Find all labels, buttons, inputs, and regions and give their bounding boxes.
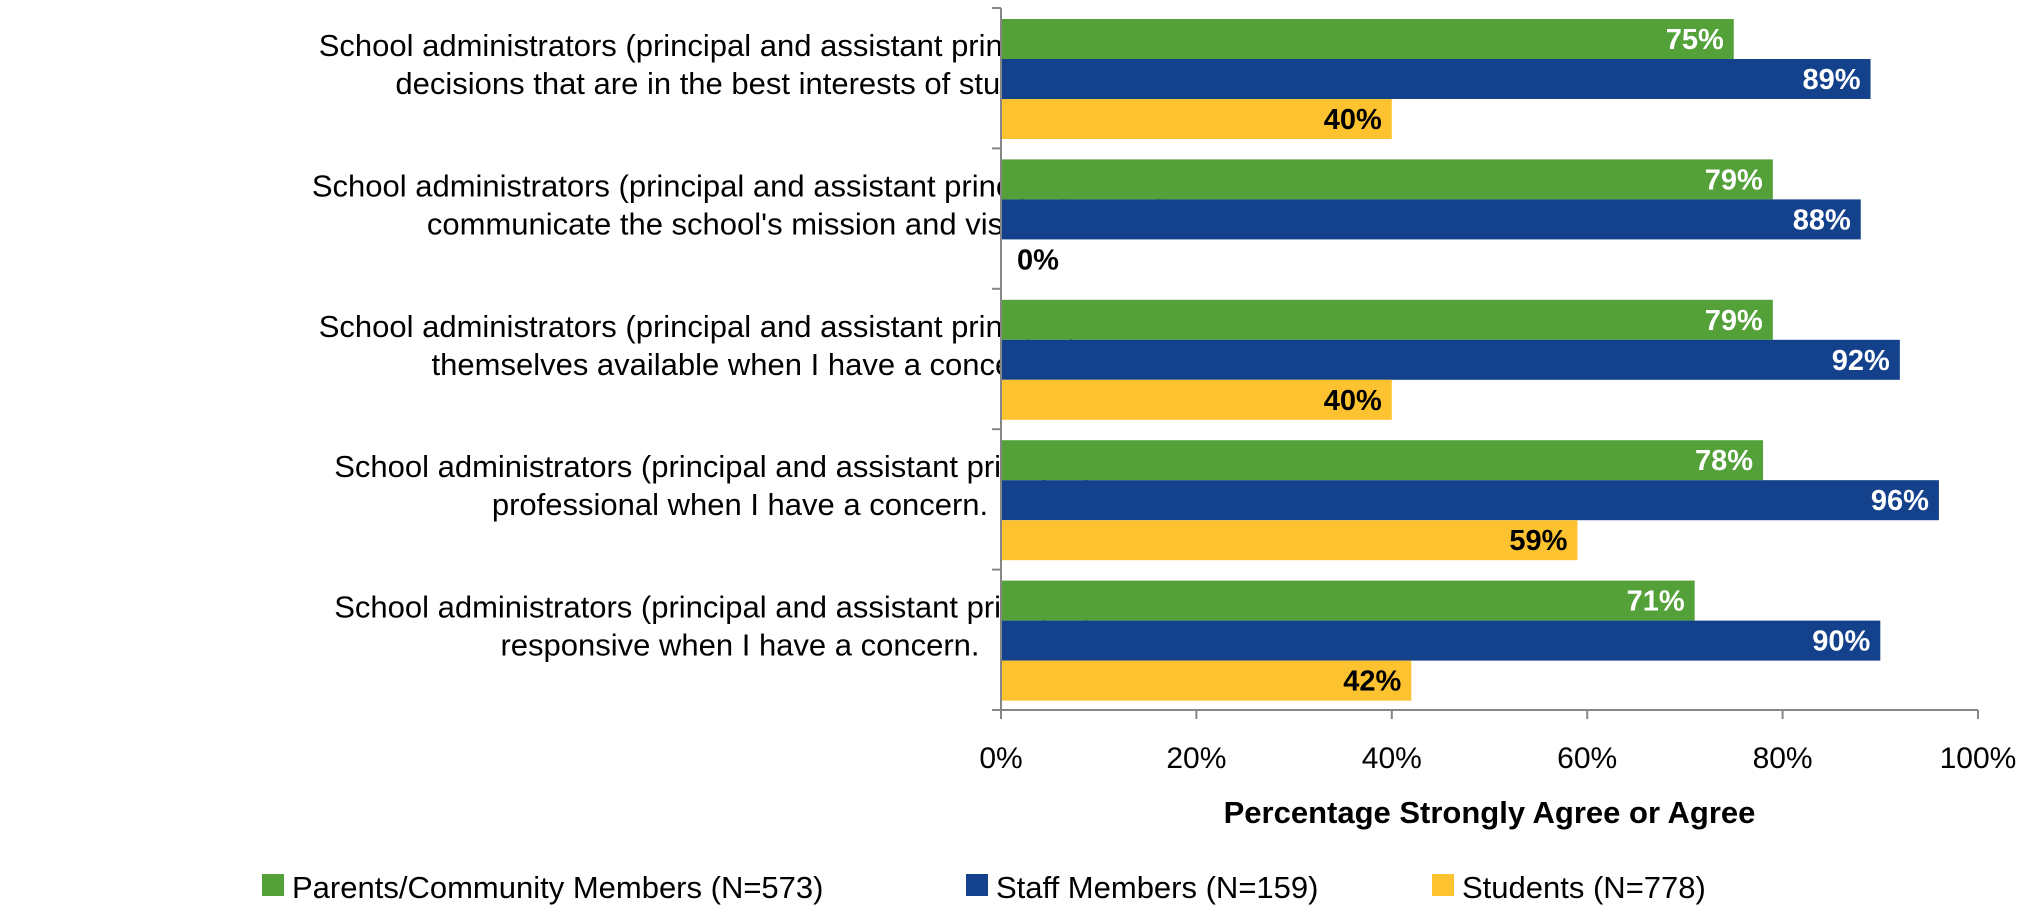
legend: Parents/Community Members (N=573) Staff M…: [262, 870, 1706, 905]
bar: [1001, 520, 1578, 561]
x-tick-label: 40%: [1362, 742, 1422, 775]
bar: [1001, 660, 1412, 701]
bar: [1001, 99, 1392, 139]
category-label: themselves available when I have a conce…: [432, 347, 1049, 382]
x-tick-label: 20%: [1166, 742, 1226, 775]
bar: [1001, 299, 1773, 340]
data-label: 78%: [1695, 445, 1753, 477]
axes: 0% 20% 40% 60% 80% 100%: [979, 7, 2017, 775]
bar: [1001, 159, 1773, 200]
legend-label: Students (N=778): [1462, 870, 1706, 905]
category-labels: School administrators (principal and ass…: [312, 28, 1169, 663]
category-label: decisions that are in the best interests…: [395, 66, 1084, 101]
x-tick-label: 0%: [979, 742, 1022, 775]
bar: [1001, 379, 1392, 420]
bar: [1001, 480, 1939, 521]
legend-swatch: [1432, 874, 1454, 896]
legend-label: Parents/Community Members (N=573): [292, 870, 823, 905]
bar: [1001, 620, 1881, 661]
bar: [1001, 19, 1734, 59]
data-label: 90%: [1812, 626, 1870, 658]
bars: [1001, 19, 1939, 701]
bar: [1001, 199, 1861, 240]
x-tick-label: 80%: [1753, 742, 1813, 775]
data-label: 71%: [1627, 586, 1685, 618]
legend-label: Staff Members (N=159): [996, 870, 1318, 905]
bar: [1001, 59, 1871, 99]
x-axis-title: Percentage Strongly Agree or Agree: [1224, 795, 1756, 830]
data-label: 0%: [1017, 244, 1059, 276]
data-label: 40%: [1324, 104, 1382, 136]
data-label: 59%: [1509, 525, 1567, 557]
legend-swatch: [262, 874, 284, 896]
data-label: 89%: [1802, 64, 1860, 96]
data-label: 88%: [1793, 204, 1851, 236]
bar: [1001, 440, 1764, 481]
x-tick-label: 100%: [1940, 742, 2017, 775]
bar: [1001, 339, 1900, 380]
category-label: communicate the school's mission and vis…: [427, 206, 1053, 241]
category-label: responsive when I have a concern.: [500, 628, 979, 663]
data-label: 79%: [1705, 164, 1763, 196]
data-label: 42%: [1343, 666, 1401, 698]
data-label: 79%: [1705, 305, 1763, 337]
data-label: 40%: [1324, 385, 1382, 417]
bar: [1001, 580, 1695, 621]
data-label: 96%: [1871, 485, 1929, 517]
data-labels: 75% 89% 40% 79% 88% 0% 79% 92% 40% 78% 96% 59% 71% 90…: [1017, 24, 1929, 698]
category-label: professional when I have a concern.: [492, 487, 988, 522]
data-label: 92%: [1832, 345, 1890, 377]
data-label: 75%: [1666, 24, 1724, 56]
legend-swatch: [966, 874, 988, 896]
x-tick-label: 60%: [1557, 742, 1617, 775]
